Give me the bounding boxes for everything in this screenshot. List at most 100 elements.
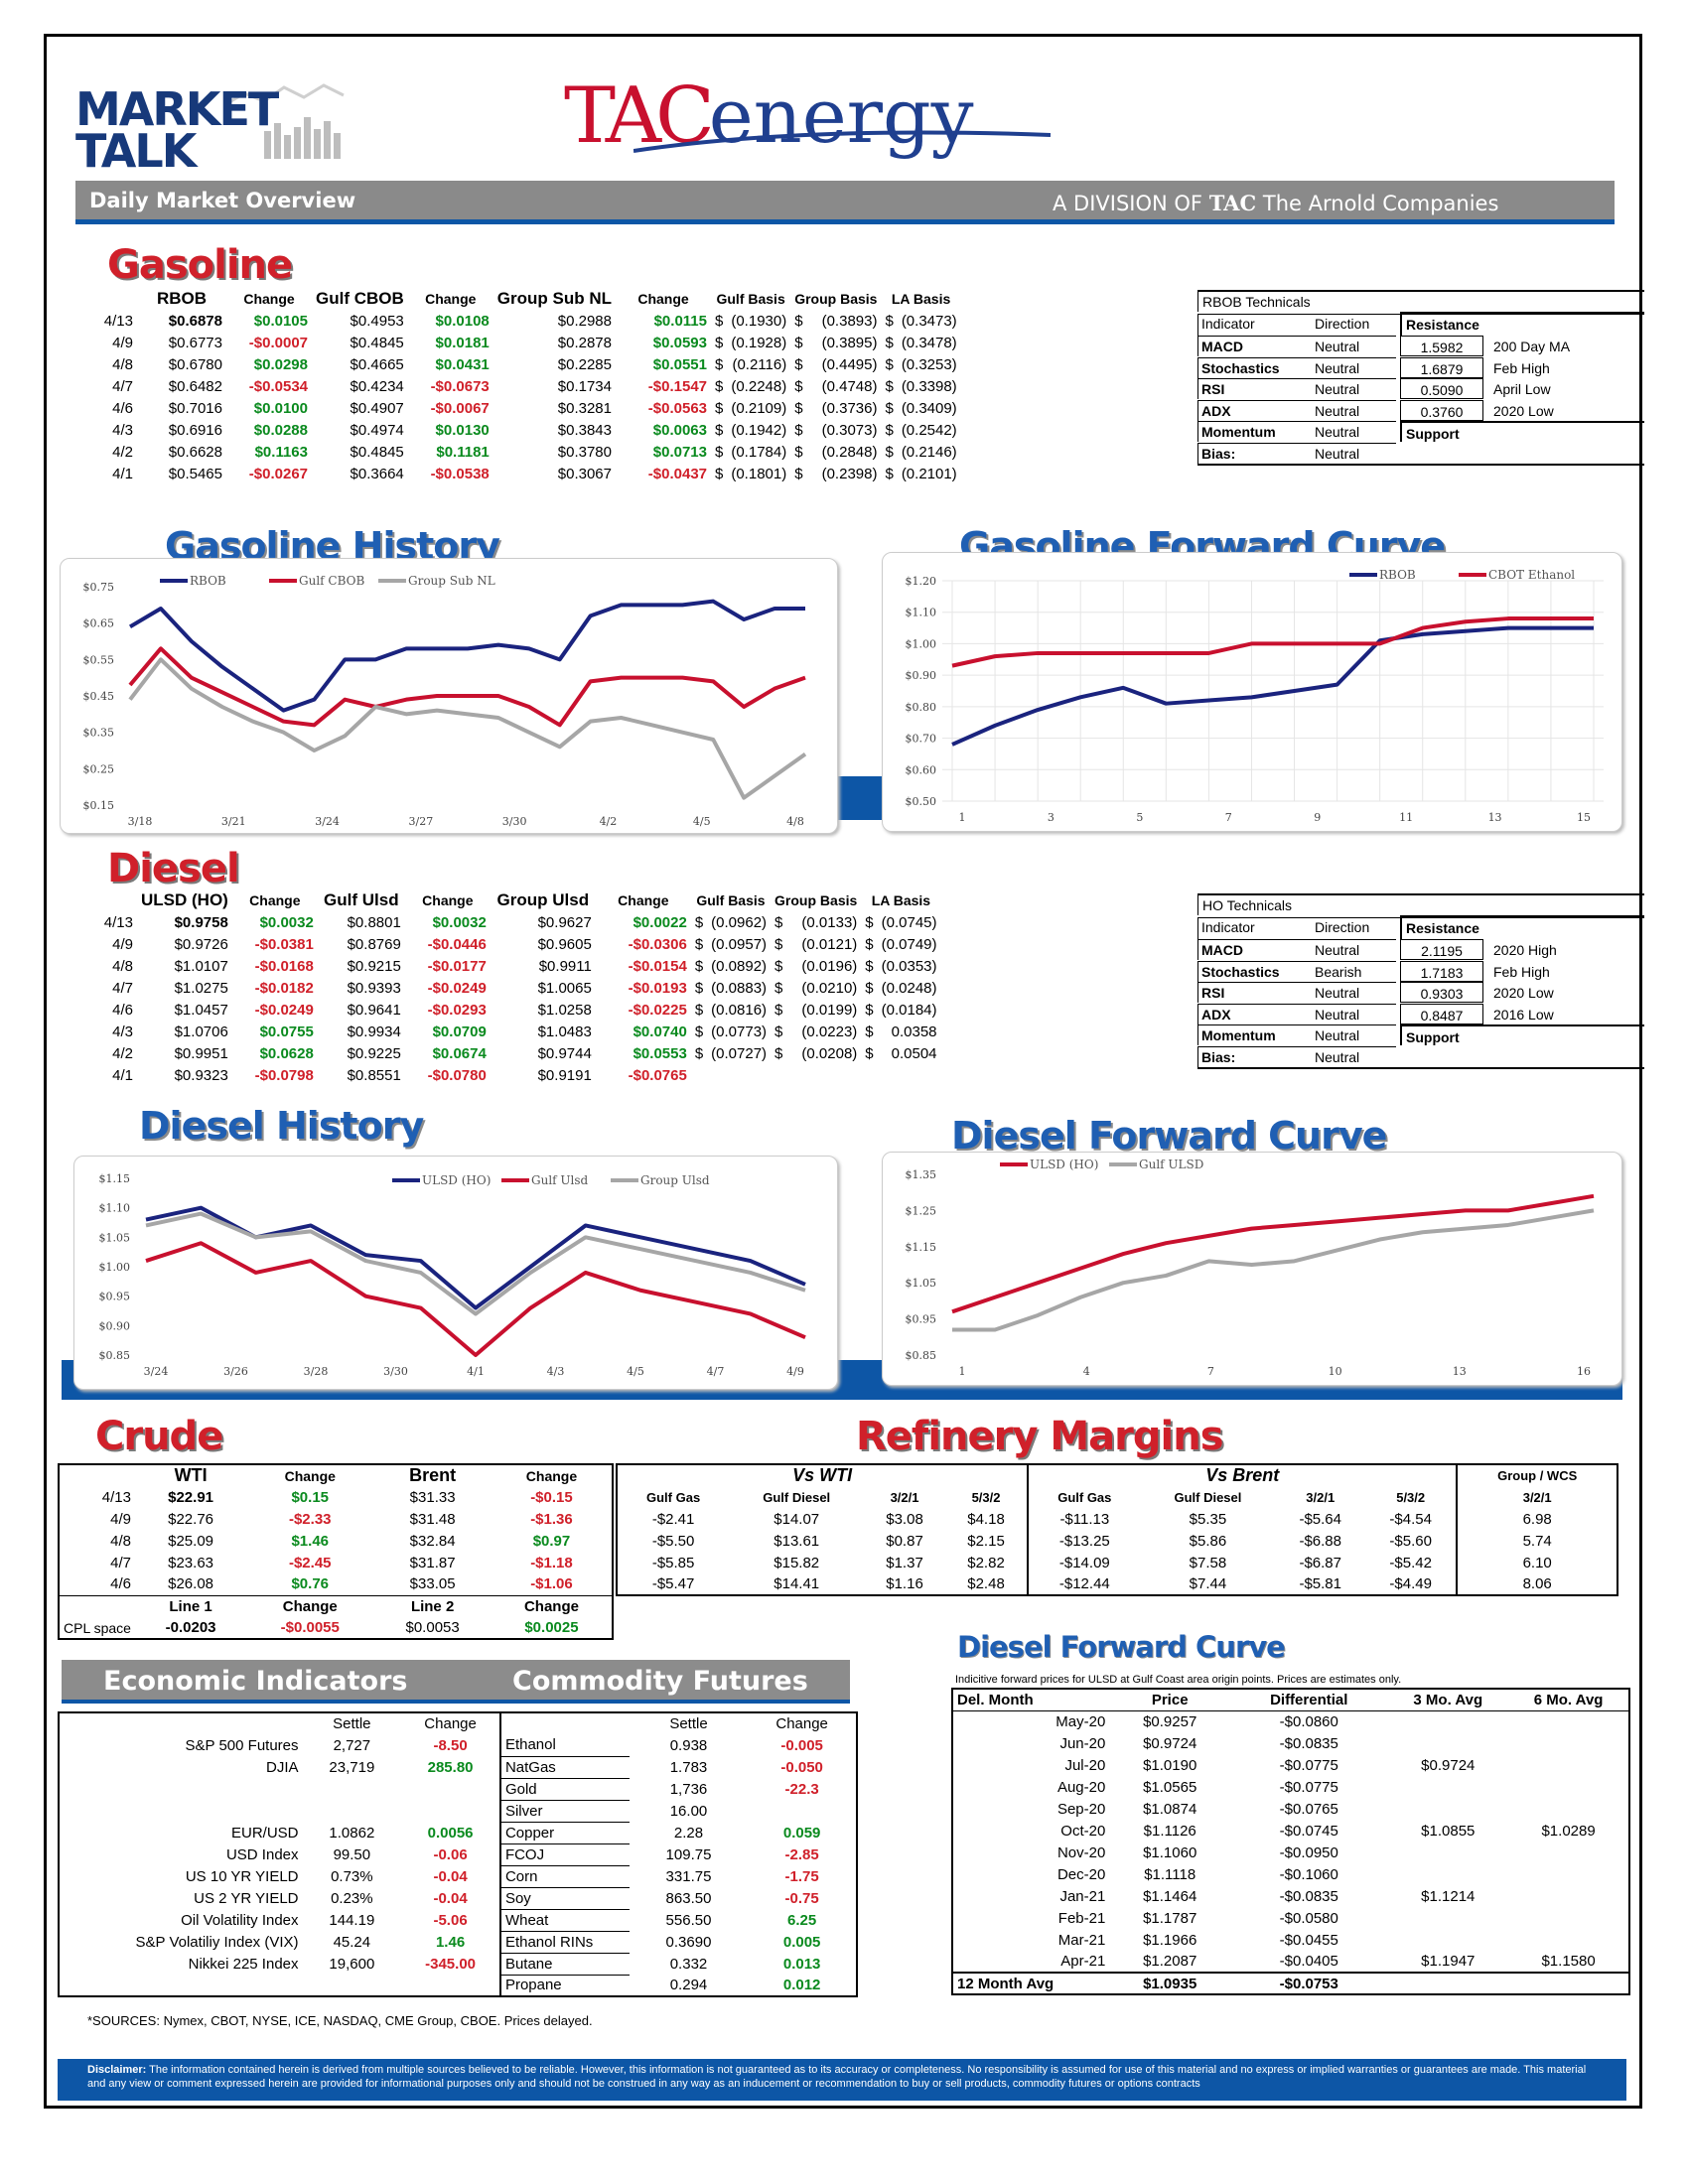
commodity-settle: 1.783 xyxy=(669,1758,708,1776)
logo-graphic xyxy=(223,83,345,159)
table-cell: (0.3253) xyxy=(901,355,957,373)
table-cell: $0.4953 xyxy=(350,312,404,330)
table-cell: $0.76 xyxy=(291,1575,330,1593)
vs-brent: Vs Brent xyxy=(1027,1464,1458,1486)
table-cell: $ xyxy=(794,312,803,330)
table-cell xyxy=(1387,1907,1508,1929)
tech-direction: Neutral xyxy=(1315,339,1360,354)
table-cell: $ xyxy=(774,1001,783,1019)
group-wcs: Group / WCS xyxy=(1456,1464,1618,1486)
table-cell: -$0.0225 xyxy=(628,1001,687,1019)
tech-direction: Neutral xyxy=(1315,942,1360,958)
table-cell: $0.9215 xyxy=(347,957,401,975)
table-cell: $1.0855 xyxy=(1421,1822,1476,1840)
diesel-history-chart: $0.85 $0.90 $0.95 $1.00 $1.05 $1.10 $1.15 3/24 3… xyxy=(73,1156,838,1390)
table-cell: $ xyxy=(885,355,894,373)
table-cell: 4/3 xyxy=(112,1023,133,1040)
table-row: 4/6 $1.0457 -$0.0249 $0.9641 -$0.0293 $1.0258… xyxy=(75,999,941,1021)
page-frame xyxy=(44,34,1642,2109)
commodity-label: Silver xyxy=(498,1800,630,1823)
table-cell: $ xyxy=(865,1023,874,1040)
table-cell xyxy=(1387,1798,1508,1820)
commodity-settle: 0.938 xyxy=(669,1736,708,1754)
commodity-change: 0.012 xyxy=(782,1977,821,1993)
table-cell: $0.9605 xyxy=(537,935,592,953)
cpl-header: Change xyxy=(282,1597,338,1615)
tech-direction: Neutral xyxy=(1315,424,1360,440)
division-tac: TAC xyxy=(1208,191,1257,215)
commodity-change: -0.005 xyxy=(780,1736,823,1754)
table-cell: $ xyxy=(885,334,894,351)
table-cell: Nov-20 xyxy=(1056,1843,1106,1861)
table-cell: Mar-21 xyxy=(1057,1931,1106,1949)
legend-label: Group Sub NL xyxy=(408,574,495,588)
table-cell: (0.3073) xyxy=(821,421,878,439)
table-cell: 0.0358 xyxy=(891,1023,937,1040)
table-cell xyxy=(771,1064,789,1086)
econ-label: Oil Volatility Index xyxy=(181,1911,299,1929)
table-cell: -$2.33 xyxy=(288,1510,332,1528)
table-cell: -$6.87 xyxy=(1299,1554,1341,1571)
table-row: Oil Volatility Index 144.19 -5.06 Wheat 556.… xyxy=(59,1909,857,1932)
table-cell: $1.1787 xyxy=(1143,1909,1197,1927)
table-cell: $33.05 xyxy=(409,1575,456,1593)
table-row: 4/2 $0.6628 $0.1163 $0.4845 $0.1181 $0.3780 $0… xyxy=(75,441,961,463)
table-cell: $0.0181 xyxy=(435,334,490,351)
x-tick-label: 4/5 xyxy=(693,815,711,828)
y-tick-label: $0.65 xyxy=(83,617,115,630)
econ-label: S&P Volatiliy Index (VIX) xyxy=(135,1933,299,1951)
table-cell: $0.0740 xyxy=(633,1023,687,1040)
table-cell: Jun-20 xyxy=(1059,1734,1106,1752)
tech-resistance-header: Resistance xyxy=(1400,312,1644,336)
table-cell: -$5.47 xyxy=(615,1573,730,1595)
table-cell: -$0.0775 xyxy=(1279,1756,1338,1774)
table-cell: $1.2087 xyxy=(1143,1953,1197,1970)
table-cell: 4/8 xyxy=(112,957,133,975)
table-cell: $5.86 xyxy=(1189,1532,1227,1550)
table-cell: $5.35 xyxy=(1189,1510,1227,1528)
tech-resistance-header: Resistance xyxy=(1400,915,1644,939)
table-cell: $0.3780 xyxy=(557,443,612,461)
tech-level: 0.9303 xyxy=(1400,982,1483,1003)
table-cell: 6.98 xyxy=(1456,1508,1618,1530)
col-header: Price xyxy=(1109,1689,1231,1711)
tech-indicator: MACD xyxy=(1201,339,1243,354)
economic-indicators-table: Settle Change Settle Change S&P 500 Futures 2… xyxy=(58,1711,858,1997)
econ-change: 0.0056 xyxy=(427,1824,474,1842)
y-tick-label: $1.15 xyxy=(99,1172,131,1185)
table-cell: (0.2848) xyxy=(821,443,878,461)
table-cell: 4/13 xyxy=(103,913,133,931)
econ-banner: Economic Indicators Commodity Futures xyxy=(62,1660,850,1704)
y-tick-label: $0.55 xyxy=(83,653,115,666)
tech-level: 0.8487 xyxy=(1400,1003,1483,1024)
table-cell: -$0.0538 xyxy=(430,465,490,482)
commodity-change: 0.013 xyxy=(782,1955,821,1973)
col-header: LA Basis xyxy=(891,291,951,307)
table-cell: $ xyxy=(865,1001,874,1019)
table-cell: $0.4845 xyxy=(350,443,404,461)
commodity-settle: 556.50 xyxy=(665,1911,712,1929)
table-cell: 4/9 xyxy=(112,935,133,953)
table-cell: (0.2116) xyxy=(732,355,787,373)
col-header: Gulf Diesel xyxy=(1174,1489,1242,1505)
tech-direction: Neutral xyxy=(1315,1006,1360,1023)
table-cell: 5.74 xyxy=(1456,1530,1618,1552)
tech-direction: Neutral xyxy=(1315,985,1360,1001)
commodity-settle: 2.28 xyxy=(673,1824,704,1842)
col-header: 5/3/2 xyxy=(1396,1489,1426,1505)
legend-label: ULSD (HO) xyxy=(1030,1158,1098,1171)
legend-label: ULSD (HO) xyxy=(422,1173,491,1187)
table-row: Nov-20 $1.1060 -$0.0950 xyxy=(952,1842,1629,1863)
tech-direction: Neutral xyxy=(1315,359,1360,376)
col-header xyxy=(75,288,137,310)
tech-title: HO Technicals xyxy=(1197,893,1644,915)
tech-level: 1.5982 xyxy=(1400,336,1483,356)
table-cell: (0.3893) xyxy=(821,312,878,330)
swoosh-icon xyxy=(633,130,1051,153)
table-row: 4/3 $1.0706 $0.0755 $0.9934 $0.0709 $1.0483 $0… xyxy=(75,1021,941,1042)
table-cell xyxy=(1508,1842,1629,1863)
econ-change: -0.04 xyxy=(433,1889,468,1907)
table-cell: (0.3736) xyxy=(821,399,878,417)
table-cell xyxy=(1508,1754,1629,1776)
tech-level-label: 2016 Low xyxy=(1493,1006,1554,1023)
